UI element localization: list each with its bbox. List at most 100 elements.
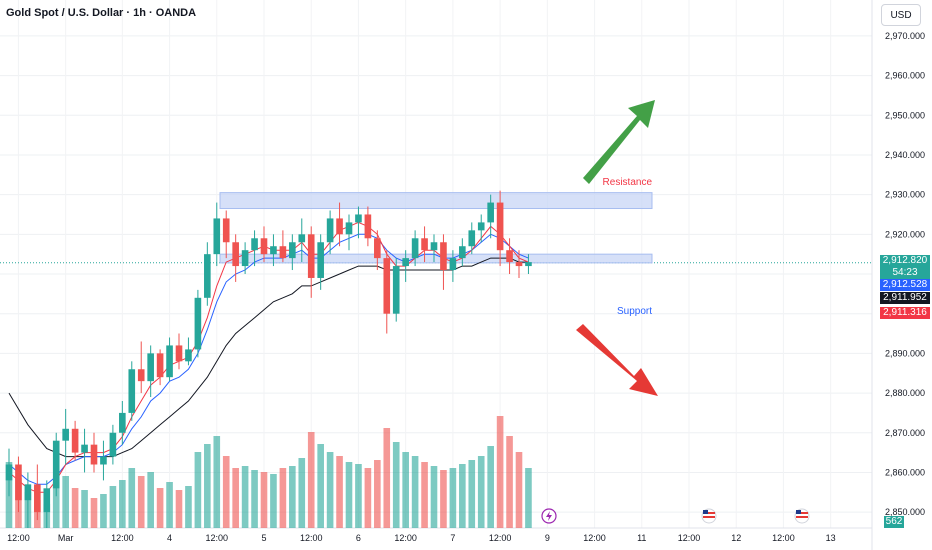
candle-body [411, 238, 419, 259]
volume-bar [119, 480, 126, 528]
candle-body [81, 444, 88, 453]
volume-bar [468, 460, 476, 528]
x-tick-label: 4 [167, 533, 172, 543]
x-tick-label: 12:00 [583, 533, 606, 543]
x-tick-label: 9 [545, 533, 550, 543]
ma-red-tag: 2,911.316 [880, 307, 930, 319]
ma-black-line [8, 257, 529, 458]
candle-body [5, 464, 13, 481]
y-tick-label: 2,960.000 [885, 71, 925, 81]
ma-slow-tag: 2,911.952 [880, 292, 930, 304]
candle-body [166, 345, 173, 378]
time-axis[interactable]: 12:00 Mar 12:00 4 12:00 5 12:00 6 12:00 7 12:00 9 12… [7, 533, 835, 543]
volume-bar [100, 494, 107, 528]
x-tick-label: 12:00 [394, 533, 417, 543]
volume-bar [109, 486, 117, 528]
volume-bar [289, 466, 296, 528]
candle-body [515, 262, 523, 267]
volume-bar [166, 482, 173, 528]
candle-body [43, 488, 51, 513]
x-tick-label: 12:00 [300, 533, 323, 543]
candle-body [34, 484, 41, 513]
us-flag-icon[interactable] [701, 508, 717, 524]
x-tick-label: 11 [637, 533, 646, 543]
volume-bar [71, 488, 79, 528]
x-tick-label: 12:00 [489, 533, 512, 543]
y-tick-label: 2,850.000 [885, 507, 925, 517]
candle-body [260, 238, 268, 255]
volume-bar [383, 428, 391, 528]
x-tick-label: 13 [826, 533, 836, 543]
candle-body [449, 258, 457, 271]
y-tick-label: 2,930.000 [885, 190, 925, 200]
volume-bar [90, 498, 98, 528]
volume-bar [459, 464, 466, 528]
volume-bar [232, 468, 239, 528]
candle-body [392, 266, 400, 314]
volume-bar [496, 416, 504, 528]
candle-body [15, 464, 22, 501]
chart-title: Gold Spot / U.S. Dollar · 1h · OANDA [6, 7, 197, 19]
candle-body [156, 353, 164, 378]
last-price-tag: 2,912.820 [880, 255, 930, 267]
volume-tag: 562 [884, 516, 904, 528]
support-label: Support [617, 306, 652, 317]
volume-bar [506, 436, 513, 528]
y-tick-label: 2,940.000 [885, 150, 925, 160]
x-tick-label: 12:00 [772, 533, 795, 543]
volume-bar [411, 456, 419, 528]
candle-body [232, 242, 239, 267]
resistance-label: Resistance [603, 177, 653, 188]
y-tick-label: 2,860.000 [885, 467, 925, 477]
x-tick-label: 6 [356, 533, 361, 543]
volume-bar [298, 458, 306, 528]
resistance-zone [219, 192, 653, 210]
candle-body [128, 369, 136, 413]
volume-bar [345, 462, 353, 528]
candles [5, 190, 532, 528]
volume-bar [392, 442, 400, 528]
candle-body [71, 428, 79, 453]
candle-body [468, 230, 476, 247]
candle-body [430, 242, 438, 251]
volume-bar [364, 468, 372, 528]
volume-bar [326, 452, 334, 528]
currency-button[interactable]: USD [881, 4, 921, 26]
volume-bar [477, 456, 485, 528]
candle-body [364, 214, 372, 239]
x-tick-label: 5 [261, 533, 266, 543]
candle-body [345, 222, 353, 235]
volume-bar [279, 468, 287, 528]
candle-body [270, 246, 277, 255]
y-tick-label: 2,880.000 [885, 388, 925, 398]
volume-bar [336, 456, 343, 528]
arrows [576, 100, 658, 396]
volume-bar [307, 432, 315, 528]
x-tick-label: 12 [731, 533, 741, 543]
candle-body [90, 444, 98, 465]
volume-bar [241, 466, 249, 528]
up-arrow [583, 100, 655, 184]
candle-body [421, 238, 428, 251]
y-tick-label: 2,950.000 [885, 110, 925, 120]
us-flag-icon[interactable] [794, 508, 810, 524]
y-tick-label: 2,920.000 [885, 229, 925, 239]
candle-body [459, 246, 466, 259]
y-tick-label: 2,970.000 [885, 31, 925, 41]
candle-body [109, 432, 117, 457]
volume-bar [52, 482, 60, 528]
volume-bar [402, 452, 409, 528]
event-bolt-icon[interactable] [541, 508, 557, 524]
volume-bar [194, 452, 202, 528]
candle-body [355, 214, 362, 223]
candle-body [506, 250, 513, 263]
ma-fast-tag: 2,912.528 [880, 279, 930, 291]
candle-body [402, 258, 409, 267]
volume-bar [175, 490, 183, 528]
volume-bar [515, 452, 523, 528]
candle-body [24, 484, 32, 501]
countdown-tag: 54:23 [880, 267, 930, 279]
x-tick-label: Mar [58, 533, 74, 543]
candle-body [374, 238, 381, 259]
